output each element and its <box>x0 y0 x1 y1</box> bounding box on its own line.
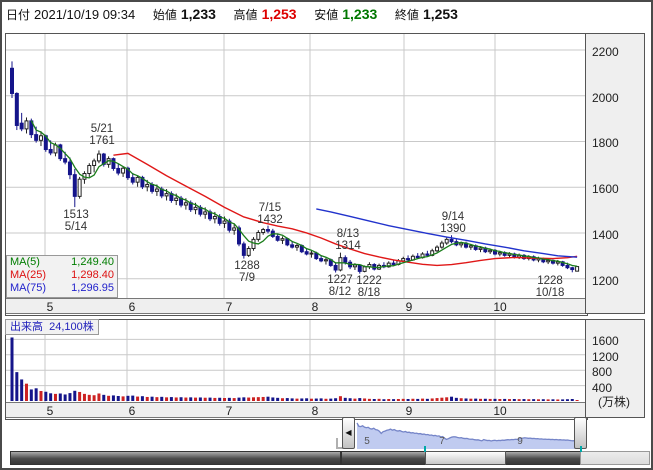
chart-annotation: 1228 10/18 <box>535 275 565 299</box>
price-tick-label: 1600 <box>592 182 619 197</box>
chart-annotation: 1513 5/14 <box>63 209 89 233</box>
chart-annotation: 1222 8/18 <box>356 275 382 299</box>
price-tick-label: 1200 <box>592 273 619 288</box>
date-value: 2021/10/19 09:34 <box>34 7 136 22</box>
chart-annotation: 5/21 1761 <box>89 123 115 147</box>
price-tick-label: 2000 <box>592 90 619 105</box>
month-label: 10 <box>493 300 507 314</box>
month-label: 9 <box>405 300 413 314</box>
price-value-axis: 2200 2000 1800 1600 1400 1200 <box>585 33 645 314</box>
open-value: 1,233 <box>180 6 216 22</box>
open-label: 始値 <box>152 8 177 22</box>
scrollbar-track-right[interactable] <box>505 451 581 465</box>
close-label: 終値 <box>394 8 419 22</box>
volume-tick-label: 1600 <box>592 334 619 349</box>
high-label: 高値 <box>233 8 258 22</box>
navigator-month-label: 7 <box>439 436 445 447</box>
month-label: 9 <box>405 404 413 418</box>
scrollbar-disabled-area <box>580 451 650 465</box>
price-chart-canvas <box>6 34 585 298</box>
month-label: 6 <box>128 404 136 418</box>
low-label: 安値 <box>314 8 339 22</box>
navigator-minichart[interactable] <box>356 419 579 450</box>
navigator-left-handle[interactable]: ◀ <box>342 417 355 449</box>
volume-title: 出来高 <box>10 321 43 333</box>
date-label: 日付 <box>6 8 31 22</box>
price-month-axis: 5 6 7 8 9 10 <box>6 298 585 314</box>
chart-annotation: 1227 8/12 <box>327 274 353 298</box>
low-value: 1,233 <box>342 6 378 22</box>
chart-annotation: 1288 7/9 <box>234 260 260 284</box>
price-tick-label: 1400 <box>592 227 619 242</box>
navigator-month-label: 5 <box>364 436 370 447</box>
volume-tick-label: 400 <box>592 380 613 395</box>
month-label: 7 <box>225 300 233 314</box>
volume-month-axis: 5 6 7 8 9 10 <box>6 402 585 418</box>
chart-annotation: 7/15 1432 <box>257 202 283 226</box>
header-ohlc-row: 日付 2021/10/19 09:34 始値 1,233 高値 1,253 安値 1,2… <box>6 6 646 32</box>
ma-value: 1,296.95 <box>71 282 114 294</box>
scrollbar-thumb[interactable] <box>425 451 506 465</box>
volume-tick-label: 800 <box>592 365 613 380</box>
month-label: 5 <box>46 404 54 418</box>
navigator-right-handle[interactable] <box>574 417 587 449</box>
ma-legend-row: MA(25) 1,298.40 <box>7 269 117 282</box>
range-tick-right <box>580 446 582 452</box>
left-arrow-icon: ◀ <box>345 428 352 437</box>
chart-annotation: 9/14 1390 <box>440 211 466 235</box>
month-label: 10 <box>493 404 507 418</box>
ma-legend-row: MA(5) 1,249.40 <box>7 256 117 269</box>
volume-value-axis: 1600 1200 800 400 (万株) <box>585 319 645 418</box>
ma-legend-row: MA(75) 1,296.95 <box>7 282 117 295</box>
navigator-month-label: 9 <box>517 436 523 447</box>
volume-value: 24,100株 <box>49 321 94 333</box>
high-value: 1,253 <box>261 6 297 22</box>
month-label: 8 <box>311 300 319 314</box>
month-label: 5 <box>46 300 54 314</box>
close-value: 1,253 <box>422 6 458 22</box>
ma-name: MA(75) <box>10 282 47 294</box>
scrollbar-track-mid[interactable] <box>341 451 426 465</box>
volume-chart-canvas <box>6 320 585 402</box>
volume-tick-label: 1200 <box>592 349 619 364</box>
ma-name: MA(5) <box>10 256 40 268</box>
ma-value: 1,249.40 <box>71 256 114 268</box>
price-tick-label: 1800 <box>592 136 619 151</box>
volume-unit-label: (万株) <box>598 395 630 409</box>
navigator-bracket <box>336 438 343 449</box>
month-label: 6 <box>128 300 136 314</box>
range-tick-left <box>424 446 426 452</box>
ma-legend: MA(5) 1,249.40 MA(25) 1,298.40 MA(75) 1,296.9… <box>6 255 118 298</box>
price-tick-label: 2200 <box>592 45 619 59</box>
volume-label-box: 出来高 24,100株 <box>5 319 99 335</box>
ma-value: 1,298.40 <box>71 269 114 281</box>
month-label: 8 <box>311 404 319 418</box>
ma-name: MA(25) <box>10 269 47 281</box>
month-label: 7 <box>225 404 233 418</box>
chart-annotation: 8/13 1314 <box>335 228 361 252</box>
scrollbar-track-left[interactable] <box>10 451 341 465</box>
